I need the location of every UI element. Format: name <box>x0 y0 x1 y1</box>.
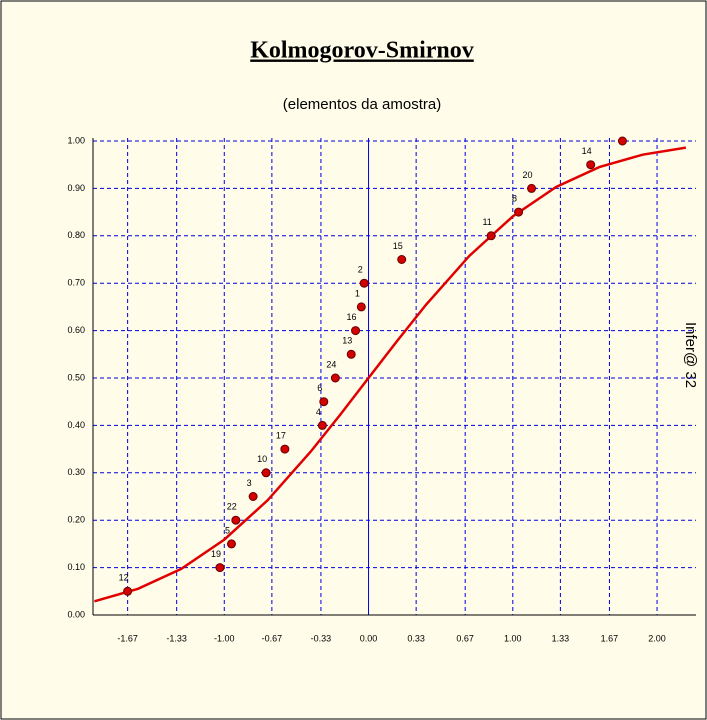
point-label: 6 <box>317 383 322 393</box>
point <box>226 539 236 549</box>
point-label: 22 <box>227 502 237 512</box>
point-label: 4 <box>316 407 321 417</box>
chart-title: Kolmogorov-Smirnov <box>250 38 474 64</box>
point-label: 20 <box>523 170 533 180</box>
y-tick-label: 0.50 <box>67 372 85 382</box>
point-label: 15 <box>393 241 403 251</box>
point-label: 5 <box>225 525 230 535</box>
point-label: 1 <box>355 288 360 298</box>
point <box>514 207 524 217</box>
x-tick-label: -1.67 <box>117 633 138 643</box>
y-tick-label: 0.90 <box>67 183 85 193</box>
chart-subtitle: (elementos da amostra) <box>283 96 441 113</box>
point <box>261 468 271 478</box>
x-tick-label: -1.00 <box>214 633 235 643</box>
point-label: 8 <box>512 193 517 203</box>
x-tick-label: 1.33 <box>552 633 570 643</box>
point-label: 2 <box>358 265 363 275</box>
y-tick-label: 0.20 <box>67 515 85 525</box>
point-label: 17 <box>276 430 286 440</box>
point-label: 14 <box>582 146 592 156</box>
x-tick-label: -1.33 <box>166 633 187 643</box>
x-tick-label: 0.00 <box>360 633 378 643</box>
x-tick-label: 0.67 <box>456 633 474 643</box>
point-label: 11 <box>482 217 491 227</box>
point <box>359 278 369 288</box>
point <box>486 231 496 241</box>
point-label: 16 <box>347 312 357 322</box>
x-tick-label: -0.33 <box>311 633 332 643</box>
point-label: 19 <box>211 549 221 559</box>
point-label: 24 <box>326 359 336 369</box>
x-tick-label: 0.33 <box>407 633 425 643</box>
point-label: 13 <box>342 336 352 346</box>
point-label: 10 <box>257 454 267 464</box>
point <box>617 136 627 146</box>
y-tick-label: 0.10 <box>67 562 85 572</box>
point <box>356 302 366 312</box>
y-tick-label: 1.00 <box>67 135 85 145</box>
point <box>123 586 133 596</box>
cdf-curve <box>94 146 687 603</box>
x-tick-label: 2.00 <box>648 633 666 643</box>
point <box>351 326 361 336</box>
side-label: Infer@ 32 <box>682 322 699 388</box>
y-tick-label: 0.60 <box>67 325 85 335</box>
y-tick-label: 0.80 <box>67 230 85 240</box>
point <box>346 349 356 359</box>
point-label: 3 <box>247 478 252 488</box>
point <box>215 563 225 573</box>
y-tick-label: 0.00 <box>67 609 85 619</box>
point <box>280 444 290 454</box>
point <box>397 255 407 264</box>
point-label: 12 <box>119 573 129 583</box>
point <box>248 492 258 501</box>
point <box>231 515 241 525</box>
y-tick-label: 0.30 <box>67 467 85 477</box>
point <box>317 420 327 430</box>
y-tick-label: 0.70 <box>67 278 85 288</box>
point <box>586 160 596 170</box>
point <box>527 183 537 193</box>
x-tick-label: -0.67 <box>262 633 283 643</box>
x-tick-label: 1.67 <box>601 633 619 643</box>
point <box>330 373 340 383</box>
x-tick-label: 1.00 <box>504 633 522 643</box>
y-tick-label: 0.40 <box>67 420 85 430</box>
point <box>319 397 329 407</box>
